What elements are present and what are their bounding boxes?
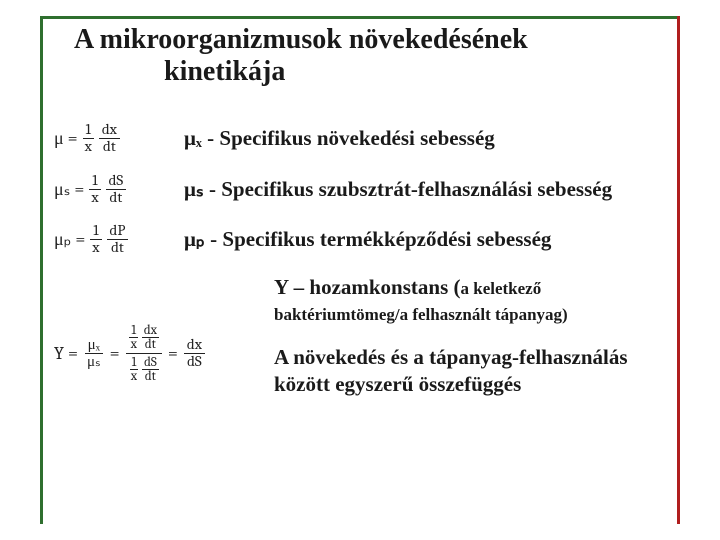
definition-text: μₛ - Specifikus szubsztrát-felhasználási… — [184, 177, 612, 202]
yield-block: Y = μₓ μₛ = 1x dxdt 1x dSdt = dx dS — [54, 274, 666, 397]
equation-mu: μ = 1x dxdt — [54, 122, 184, 155]
title-line2: kinetikája — [74, 56, 666, 88]
definition-text: μₚ - Specifikus termékképződési sebesség — [184, 227, 551, 252]
slide-content: A mikroorganizmusok növekedésének kineti… — [54, 24, 666, 516]
definitions-block: μ = 1x dxdt μₓ - Specifikus növekedési s… — [54, 122, 666, 256]
yield-text: Y – hozamkonstans (a keletkező baktérium… — [274, 274, 666, 397]
title-line1: A mikroorganizmusok növekedésének — [74, 24, 528, 55]
equation-y: Y = μₓ μₛ = 1x dxdt 1x dSdt = dx dS — [54, 322, 274, 385]
definition-row: μ = 1x dxdt μₓ - Specifikus növekedési s… — [54, 122, 666, 155]
definition-text: μₓ - Specifikus növekedési sebesség — [184, 126, 495, 151]
equation-mu-s: μₛ = 1x dSdt — [54, 173, 184, 206]
definition-row: μₚ = 1x dPdt μₚ - Specifikus termékképző… — [54, 223, 666, 256]
frame-top-green — [40, 16, 680, 19]
frame-right-red — [677, 16, 680, 524]
yield-heading: Y – hozamkonstans ( — [274, 275, 461, 299]
definition-row: μₛ = 1x dSdt μₛ - Specifikus szubsztrát-… — [54, 173, 666, 206]
slide-title: A mikroorganizmusok növekedésének kineti… — [54, 24, 666, 88]
equation-mu-p: μₚ = 1x dPdt — [54, 223, 184, 256]
yield-para2: A növekedés és a tápanyag-felhasználás k… — [274, 344, 666, 397]
frame-left-green — [40, 16, 43, 524]
